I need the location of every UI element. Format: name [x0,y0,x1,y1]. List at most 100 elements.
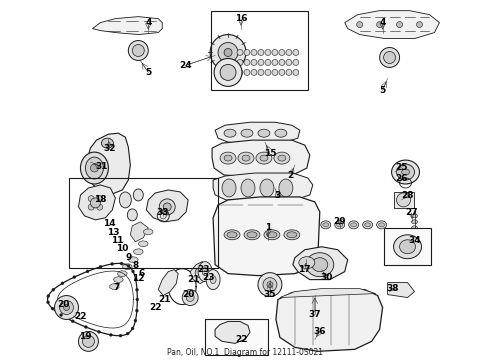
Polygon shape [113,276,123,283]
Text: 22: 22 [74,312,87,321]
Ellipse shape [119,334,122,337]
Text: 22: 22 [235,335,247,344]
Ellipse shape [265,69,271,75]
Ellipse shape [265,59,271,66]
Ellipse shape [73,276,76,279]
Ellipse shape [47,294,50,297]
Ellipse shape [256,152,272,164]
Ellipse shape [412,226,417,230]
Ellipse shape [279,179,293,197]
Text: 17: 17 [298,265,311,274]
Ellipse shape [306,253,334,276]
Ellipse shape [88,196,94,202]
Ellipse shape [182,289,198,306]
Ellipse shape [265,50,271,55]
Ellipse shape [82,336,95,347]
Text: 2: 2 [288,171,294,180]
Ellipse shape [286,59,292,66]
Ellipse shape [61,282,64,285]
Polygon shape [78,185,115,220]
Polygon shape [190,262,210,284]
Ellipse shape [412,220,417,224]
Text: 13: 13 [107,228,120,237]
Ellipse shape [227,232,237,238]
Text: 10: 10 [116,244,128,253]
Ellipse shape [251,69,257,75]
Ellipse shape [293,50,299,55]
Text: 21: 21 [187,275,199,284]
Text: 12: 12 [132,274,145,283]
Text: 37: 37 [309,310,321,319]
Ellipse shape [224,49,232,57]
Ellipse shape [198,262,212,282]
Ellipse shape [380,48,399,67]
Ellipse shape [84,325,87,329]
Ellipse shape [210,35,246,71]
Ellipse shape [279,69,285,75]
Text: 26: 26 [395,174,408,183]
Ellipse shape [126,332,129,335]
Ellipse shape [186,293,194,302]
Ellipse shape [279,59,285,66]
Ellipse shape [384,51,395,63]
Ellipse shape [293,59,299,66]
Ellipse shape [377,22,383,28]
Polygon shape [128,257,138,263]
Ellipse shape [97,196,102,202]
Ellipse shape [351,223,357,227]
Ellipse shape [312,258,328,272]
Ellipse shape [258,50,264,55]
Ellipse shape [136,298,139,301]
Text: 16: 16 [235,14,247,23]
Ellipse shape [71,320,74,323]
Polygon shape [213,197,320,276]
Ellipse shape [396,164,415,180]
Ellipse shape [132,45,144,57]
Text: 25: 25 [395,163,408,172]
Ellipse shape [135,309,138,312]
Text: 9: 9 [125,253,131,262]
Ellipse shape [363,221,372,229]
Ellipse shape [272,59,278,66]
Ellipse shape [91,164,98,172]
Ellipse shape [99,265,102,268]
Text: 11: 11 [111,236,123,245]
Ellipse shape [131,327,134,330]
Ellipse shape [128,41,148,60]
Ellipse shape [78,332,98,351]
Bar [211,11,308,90]
Ellipse shape [260,155,268,161]
Ellipse shape [286,50,292,55]
Polygon shape [138,241,148,247]
Polygon shape [147,190,188,222]
Text: 23: 23 [202,273,214,282]
Ellipse shape [284,230,300,240]
Ellipse shape [323,223,329,227]
Ellipse shape [222,179,236,197]
Text: 23: 23 [197,265,209,274]
Ellipse shape [220,64,236,80]
Text: 20: 20 [57,300,70,309]
Ellipse shape [85,157,103,179]
Ellipse shape [357,22,363,28]
Text: 1: 1 [265,223,271,232]
Polygon shape [122,264,132,270]
Polygon shape [213,173,313,202]
Ellipse shape [136,288,139,291]
Ellipse shape [238,152,254,164]
Ellipse shape [264,230,280,240]
Text: 35: 35 [264,290,276,299]
Ellipse shape [267,282,273,288]
Text: 7: 7 [113,283,120,292]
Text: 28: 28 [401,192,414,201]
Ellipse shape [131,270,135,273]
Polygon shape [158,270,178,296]
Ellipse shape [244,69,250,75]
Ellipse shape [412,214,417,218]
Ellipse shape [133,189,143,201]
Ellipse shape [287,232,297,238]
Text: 6: 6 [138,269,145,278]
Ellipse shape [251,59,257,66]
Text: 4: 4 [379,18,386,27]
Text: 8: 8 [132,261,139,270]
